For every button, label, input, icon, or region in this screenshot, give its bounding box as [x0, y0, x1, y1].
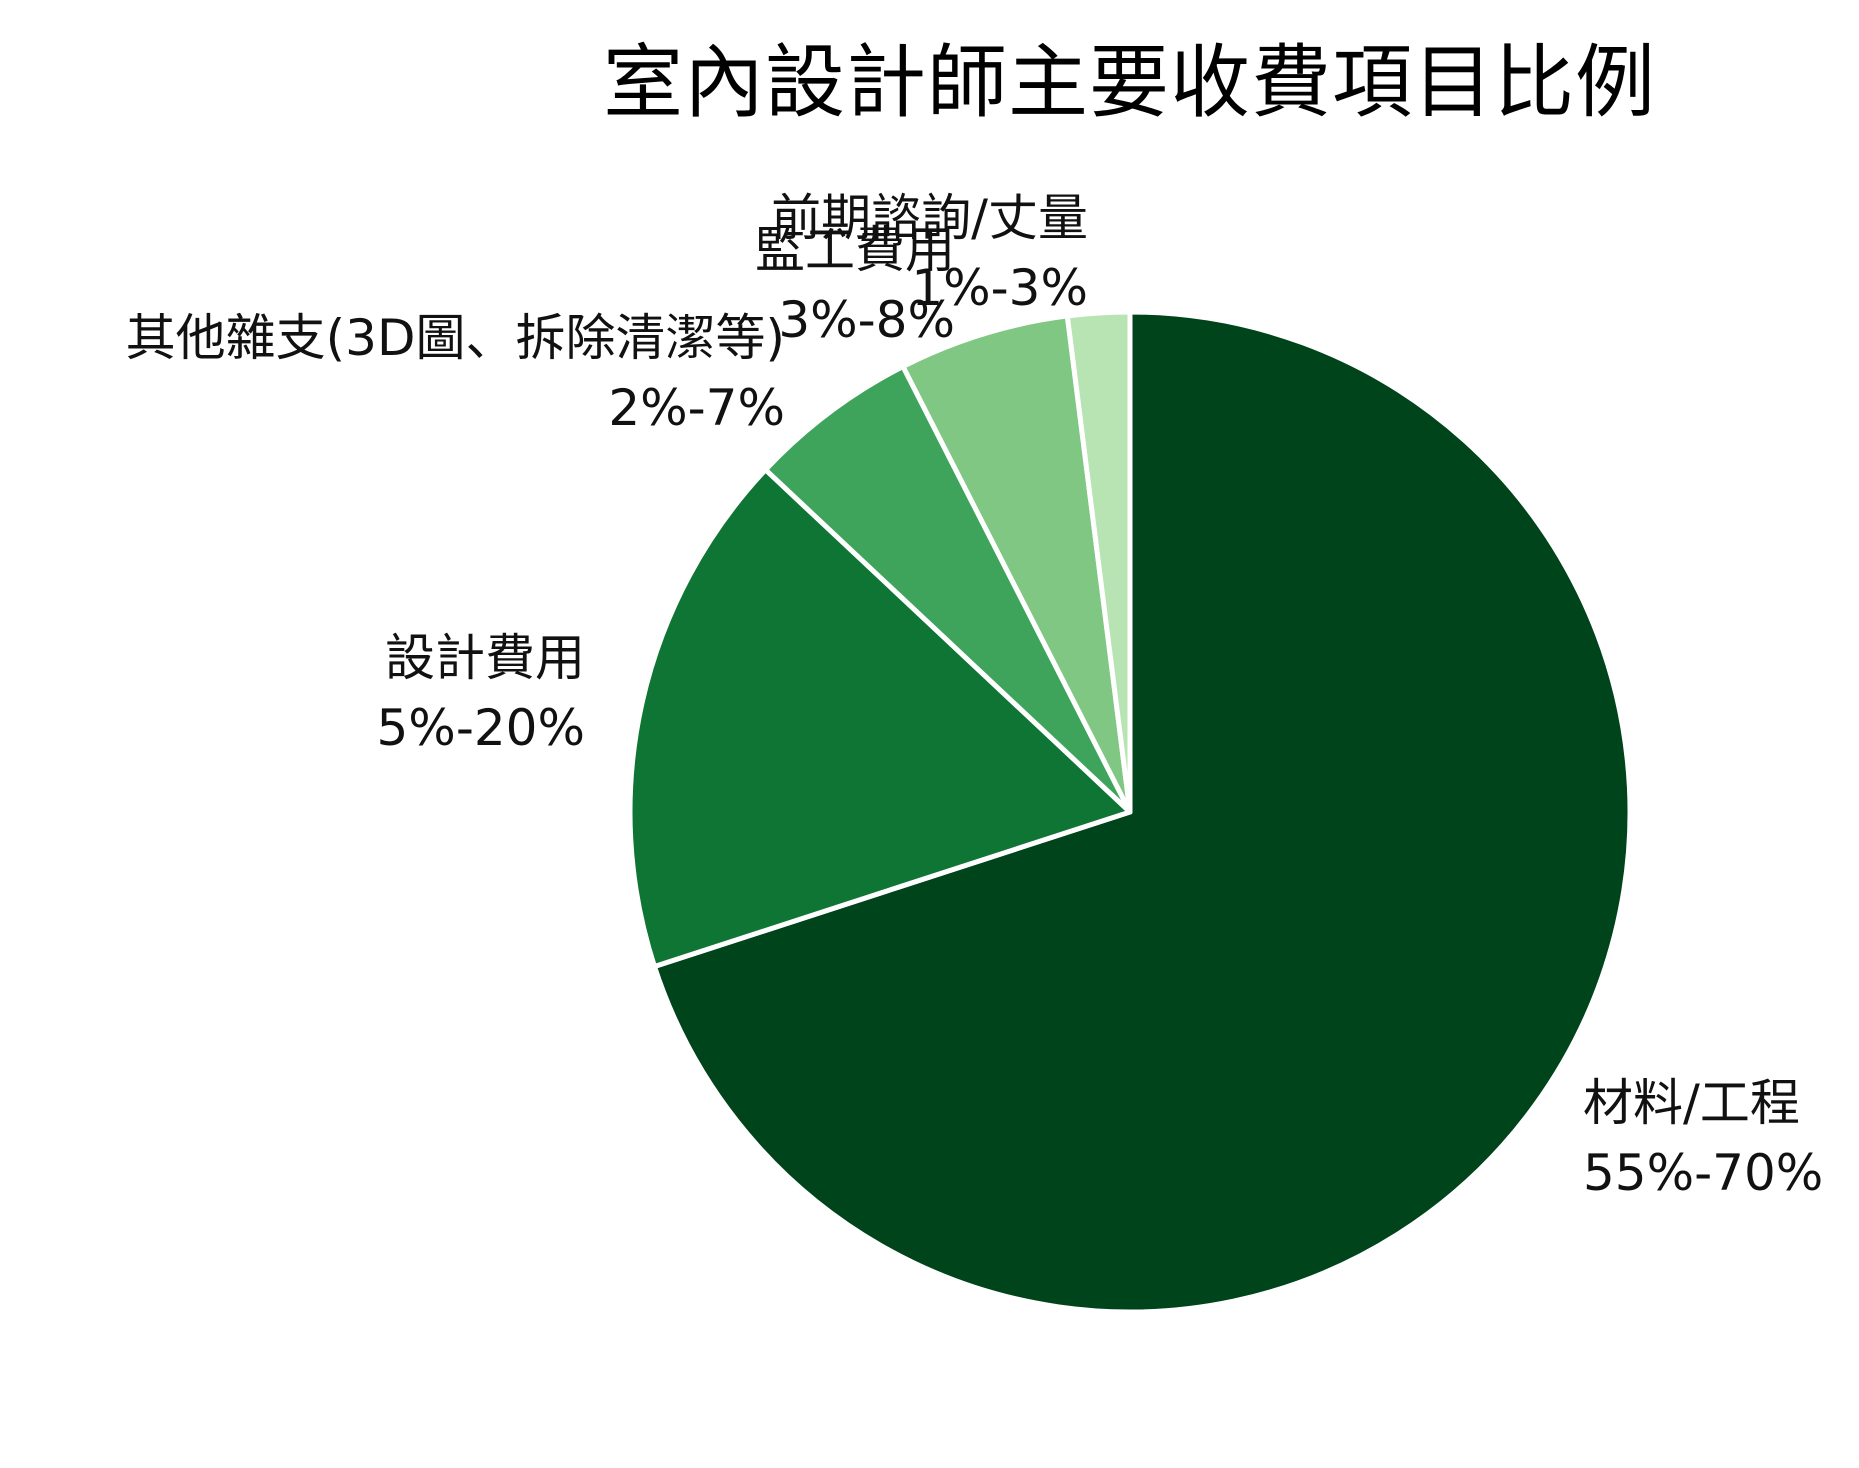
chart-title: 室內設計師主要收費項目比例	[603, 36, 1656, 129]
pie-slices	[627, 309, 1633, 1315]
slice-label-range: 2%-7%	[608, 379, 785, 437]
pie-slice	[651, 309, 1633, 1315]
pie-slice	[627, 467, 1133, 970]
pie-slice	[763, 363, 1133, 815]
slice-labels: 材料/工程 55%-70% 設計費用 5%-20% 其他雜支(3D圖、拆除清潔等) 2%-…	[126, 189, 1824, 1202]
slice-label-range: 1%-3%	[911, 259, 1088, 317]
pie-slice	[1064, 309, 1133, 815]
slice-label-range: 3%-8%	[778, 291, 955, 349]
slice-label-range: 5%-20%	[377, 699, 586, 757]
slice-label-name: 材料/工程	[1583, 1074, 1800, 1132]
slice-label-name: 監工費用	[755, 221, 955, 279]
slice-label-range: 55%-70%	[1583, 1144, 1823, 1202]
pie-slice	[900, 313, 1133, 815]
slice-label-name: 前期諮詢/丈量	[771, 189, 1088, 247]
slice-label-name: 其他雜支(3D圖、拆除清潔等)	[126, 309, 785, 367]
slice-label-name: 設計費用	[385, 629, 585, 687]
